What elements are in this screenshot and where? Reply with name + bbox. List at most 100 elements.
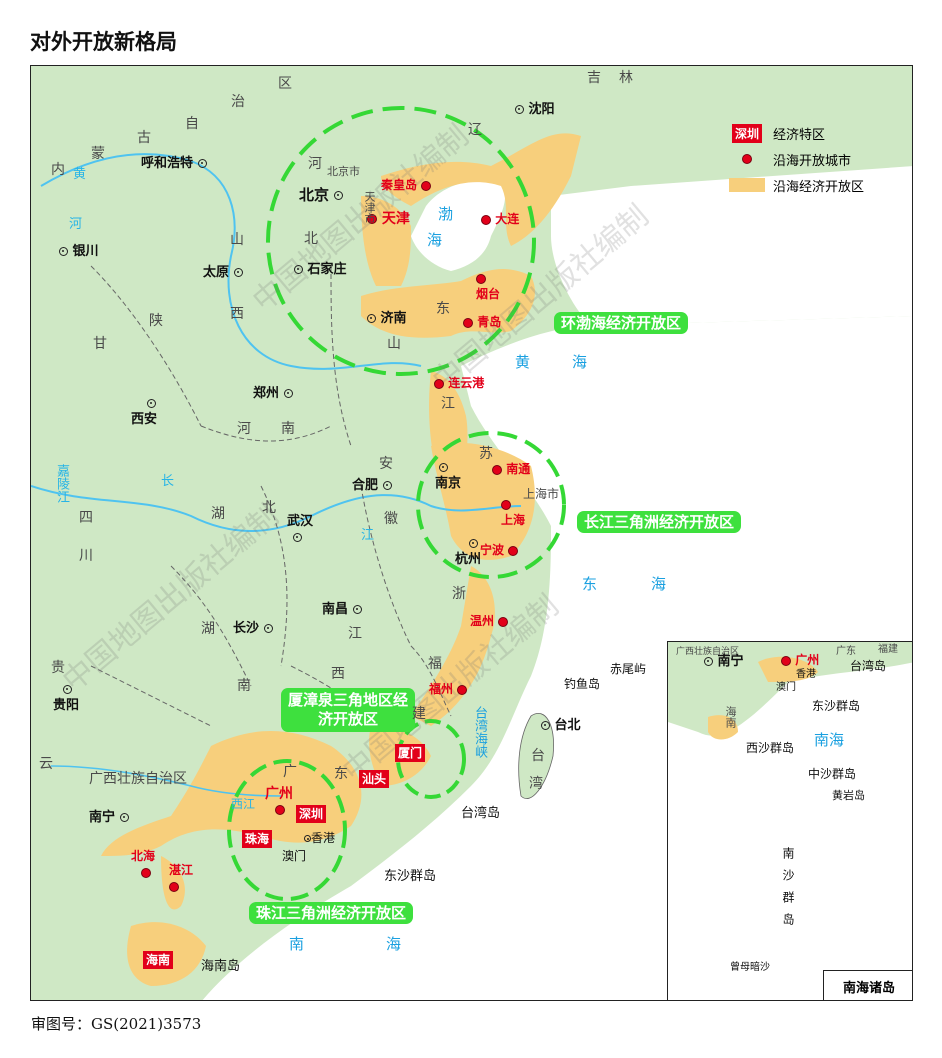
sea-yellow-1: 黄 — [515, 353, 531, 371]
city-jinan[interactable]: 济南 — [367, 311, 407, 327]
inset-taiwan: 台湾岛 — [850, 659, 887, 673]
open-city-yantai[interactable]: 烟台 — [476, 270, 500, 302]
zone-fujian-coast — [411, 566, 495, 726]
city-shijiazhuang[interactable]: 石家庄 — [294, 262, 347, 278]
city-taiyuan[interactable]: 太原 — [203, 265, 243, 281]
capital-icon — [283, 389, 293, 398]
open-city-yantai-label: 烟台 — [476, 287, 501, 301]
province-jiangxi-1: 江 — [348, 626, 362, 642]
inset-hainan: 海南 — [724, 706, 737, 728]
province-hunan-1: 湖 — [201, 621, 215, 637]
sea-bohai-2: 海 — [427, 231, 443, 249]
city-hohhot[interactable]: 呼和浩特 — [141, 156, 207, 172]
inset-label-fujian: 福建 — [878, 644, 898, 655]
province-shandong-2: 东 — [436, 301, 450, 317]
capital-icon — [293, 533, 302, 542]
city-wuhan[interactable]: 武汉 — [287, 514, 313, 546]
city-zhengzhou[interactable]: 郑州 — [253, 386, 293, 402]
province-anhui-2: 徽 — [384, 511, 398, 527]
open-city-guangzhou[interactable]: 广州 — [265, 786, 293, 818]
city-nanjing[interactable]: 南京 — [435, 460, 461, 492]
sez-shantou[interactable]: 汕头 — [359, 770, 390, 788]
island-taiwan: 台湾岛 — [461, 806, 501, 821]
open-city-tianjin-label: 天津 — [381, 211, 410, 227]
province-hunan-2: 南 — [237, 678, 251, 694]
open-city-nantong[interactable]: 南通 — [492, 461, 530, 477]
open-city-fuzhou-label: 福州 — [429, 682, 454, 696]
province-guizhou-1: 贵 — [51, 660, 65, 676]
province-taiwan-2: 湾 — [529, 776, 543, 792]
open-city-ningbo[interactable]: 宁波 — [480, 542, 519, 558]
river-yellow-1: 黄 — [73, 167, 87, 182]
city-shenyang[interactable]: 沈阳 — [515, 102, 555, 118]
open-city-lianyungang[interactable]: 连云港 — [434, 375, 484, 391]
river-yangtze-1: 长 — [161, 474, 175, 489]
open-city-lianyungang-label: 连云港 — [448, 376, 485, 390]
legend-row-open-city: 沿海开放城市 — [727, 146, 864, 172]
city-taipei[interactable]: 台北 — [541, 718, 581, 734]
city-nanning[interactable]: 南宁 — [89, 810, 129, 826]
province-hebei-1: 河 — [308, 156, 322, 172]
province-henan-2: 南 — [281, 421, 295, 437]
province-jilin-1: 吉 — [587, 70, 601, 86]
inset-title: 南海诸岛 — [823, 970, 912, 1000]
open-city-wenzhou[interactable]: 温州 — [470, 613, 509, 629]
inset-city-nanning[interactable]: 南宁 — [704, 654, 744, 670]
province-inner-mongolia-4: 自 — [185, 116, 199, 132]
zone-label-bohai[interactable]: 环渤海经济开放区 — [554, 312, 689, 334]
zone-label-minnan[interactable]: 厦漳泉三角地区经济开放区 — [281, 688, 415, 732]
inset-land — [668, 642, 912, 736]
zone-yangtze — [431, 442, 535, 560]
city-zhengzhou-label: 郑州 — [253, 386, 280, 401]
open-city-tianjin[interactable]: 天津 — [367, 211, 410, 227]
city-hangzhou[interactable]: 杭州 — [455, 536, 481, 568]
open-city-fuzhou[interactable]: 福州 — [429, 681, 468, 697]
open-city-dot — [492, 464, 502, 475]
open-city-nantong-label: 南通 — [506, 462, 531, 476]
zone-circle-pearl — [227, 759, 347, 901]
capital-icon — [382, 481, 392, 490]
legend-row-zone: 沿海经济开放区 — [727, 172, 864, 198]
map-frame[interactable]: 中国地图出版社编制 中国地图出版社编制 中国地图出版社编制 中国地图出版社编制 … — [30, 65, 913, 1001]
legend-sez-label: 经济特区 — [773, 127, 826, 143]
open-city-qingdao[interactable]: 青岛 — [463, 314, 501, 330]
south-china-sea-inset[interactable]: 广西壮族自治区 广东 福建 南宁 广州 香港 澳门 台湾岛 海南 东沙群岛 西沙… — [667, 641, 912, 1000]
open-city-dot — [457, 684, 468, 695]
legend: 深圳 经济特区 沿海开放城市 沿海经济开放区 — [727, 120, 864, 198]
open-city-guangzhou-label: 广州 — [265, 786, 293, 802]
city-changsha[interactable]: 长沙 — [233, 621, 273, 637]
city-hongkong[interactable]: 香港 — [304, 830, 335, 846]
city-jinan-label: 济南 — [380, 311, 407, 326]
legend-zone-swatch — [729, 178, 765, 192]
zone-label-pearl[interactable]: 珠江三角洲经济开放区 — [249, 902, 414, 924]
open-city-dot — [421, 180, 432, 191]
open-city-beihai[interactable]: 北海 — [131, 848, 155, 880]
city-beijing[interactable]: 北京 — [299, 187, 344, 203]
sez-shenzhen[interactable]: 深圳 — [296, 805, 327, 823]
open-city-qinhuangdao[interactable]: 秦皇岛 — [381, 177, 432, 193]
zone-label-yangtze[interactable]: 长江三角洲经济开放区 — [577, 511, 742, 533]
open-city-zhanjiang[interactable]: 湛江 — [169, 862, 193, 894]
open-city-shanghai[interactable]: 上海 — [501, 496, 525, 528]
sez-xiamen[interactable]: 厦门 — [395, 744, 426, 762]
open-city-dalian[interactable]: 大连 — [481, 211, 519, 227]
province-taiwan-1: 台 — [531, 748, 545, 764]
open-city-zhanjiang-label: 湛江 — [169, 863, 194, 877]
city-nanjing-label: 南京 — [435, 476, 462, 491]
inset-city-guangzhou[interactable]: 广州 — [781, 652, 819, 668]
city-hefei[interactable]: 合肥 — [352, 478, 392, 494]
city-guiyang[interactable]: 贵阳 — [53, 682, 79, 714]
city-xian[interactable]: 西安 — [131, 396, 157, 428]
zone-shandong — [361, 269, 535, 338]
sez-zhuhai[interactable]: 珠海 — [242, 830, 273, 848]
sea-bohai-1: 渤 — [438, 205, 454, 223]
capital-icon — [63, 685, 72, 694]
capital-icon — [197, 159, 207, 168]
capital-icon — [334, 191, 344, 200]
province-jiangsu-2: 苏 — [479, 446, 493, 462]
city-yinchuan[interactable]: 银川 — [59, 244, 99, 260]
city-macau[interactable]: 澳门 — [282, 848, 306, 864]
sez-hainan[interactable]: 海南 — [143, 951, 174, 969]
city-nanchang[interactable]: 南昌 — [322, 602, 362, 618]
xijiang-river — [50, 765, 282, 797]
